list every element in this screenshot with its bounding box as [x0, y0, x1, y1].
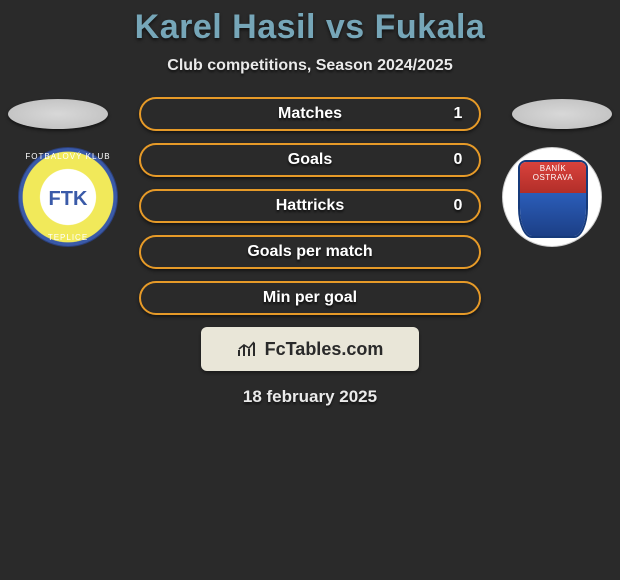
- stat-label: Matches: [278, 105, 342, 123]
- stat-value-right: 0: [443, 197, 473, 215]
- stat-value-right: 0: [443, 151, 473, 169]
- crest-right-badge: BANÍK OSTRAVA: [502, 147, 602, 247]
- comparison-card: Karel Hasil vs Fukala Club competitions,…: [0, 0, 620, 407]
- chart-icon: [237, 340, 259, 358]
- date-text: 18 february 2025: [0, 387, 620, 407]
- player-placeholder-right: [512, 99, 612, 129]
- stat-bars: Matches 1 Goals 0 Hattricks 0 Goals per match M…: [139, 97, 481, 315]
- stat-row: Hattricks 0: [139, 189, 481, 223]
- stat-row: Matches 1: [139, 97, 481, 131]
- stat-label: Min per goal: [263, 289, 357, 307]
- stat-label: Goals: [288, 151, 332, 169]
- crest-right-shield-bottom: [520, 193, 586, 236]
- player-placeholder-left: [8, 99, 108, 129]
- crest-left-ring-bottom: TEPLICE: [19, 233, 117, 242]
- stat-row: Goals per match: [139, 235, 481, 269]
- club-crest-left: FOTBALOVÝ KLUB FTK TEPLICE: [18, 147, 118, 247]
- crest-left-center: FTK: [19, 188, 117, 211]
- stat-row: Goals 0: [139, 143, 481, 177]
- content-row: FOTBALOVÝ KLUB FTK TEPLICE BANÍK OSTRAVA…: [0, 97, 620, 315]
- branding-box[interactable]: FcTables.com: [201, 327, 419, 371]
- crest-right-shield: BANÍK OSTRAVA: [518, 160, 588, 238]
- branding-text: FcTables.com: [265, 339, 384, 360]
- club-crest-right: BANÍK OSTRAVA: [502, 147, 602, 247]
- stat-row: Min per goal: [139, 281, 481, 315]
- crest-right-ring: BANÍK OSTRAVA: [520, 164, 586, 182]
- stat-value-right: 1: [443, 105, 473, 123]
- page-title: Karel Hasil vs Fukala: [0, 8, 620, 47]
- crest-left-badge: FOTBALOVÝ KLUB FTK TEPLICE: [18, 147, 118, 247]
- crest-left-ring-top: FOTBALOVÝ KLUB: [19, 152, 117, 161]
- stat-label: Goals per match: [247, 243, 372, 261]
- subtitle: Club competitions, Season 2024/2025: [0, 57, 620, 75]
- stat-label: Hattricks: [276, 197, 344, 215]
